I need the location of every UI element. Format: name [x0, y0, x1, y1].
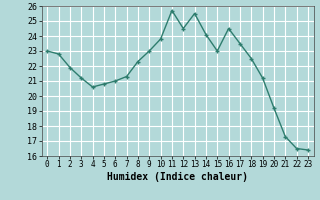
X-axis label: Humidex (Indice chaleur): Humidex (Indice chaleur) [107, 172, 248, 182]
